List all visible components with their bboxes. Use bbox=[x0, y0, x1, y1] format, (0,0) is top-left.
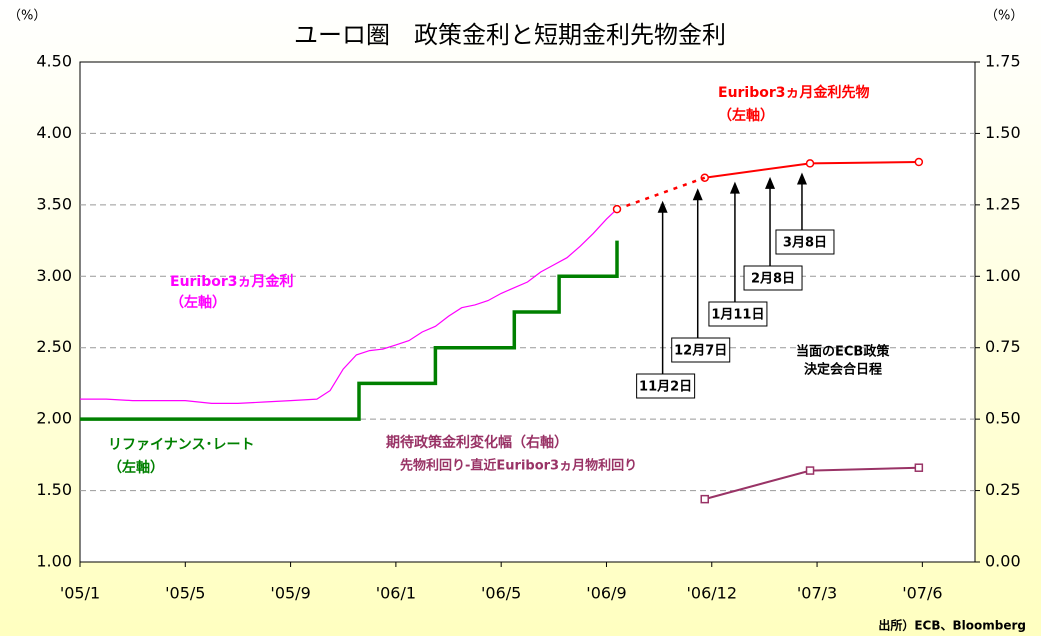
date-box bbox=[775, 229, 835, 255]
date-label: 11月2日 bbox=[639, 380, 692, 395]
date-label: 3月8日 bbox=[783, 236, 827, 251]
x-tick-label: '05/5 bbox=[165, 584, 205, 603]
x-tick-label: '07/3 bbox=[797, 584, 837, 603]
y-tick-label: 1.50 bbox=[36, 480, 72, 499]
y2-tick-label: 0.75 bbox=[985, 337, 1021, 356]
y-tick-label: 2.50 bbox=[36, 337, 72, 356]
series-line bbox=[80, 208, 618, 404]
date-box bbox=[636, 373, 696, 399]
series-note: 先物利回り-直近Euribor3ヵ月物利回り bbox=[400, 458, 637, 474]
y2-tick-label: 0.50 bbox=[985, 409, 1021, 428]
series-note: （左軸） bbox=[170, 294, 226, 311]
x-tick-label: '06/9 bbox=[586, 584, 626, 603]
x-tick-label: '05/1 bbox=[60, 584, 100, 603]
arrow-head bbox=[729, 181, 740, 194]
chart-title: ユーロ圏 政策金利と短期金利先物金利 bbox=[294, 21, 726, 49]
source: 出所）ECB、Bloomberg bbox=[878, 618, 1026, 633]
y-tick-label: 3.50 bbox=[36, 194, 72, 213]
y2-unit: （%） bbox=[985, 9, 1023, 24]
y-tick-label: 4.00 bbox=[36, 123, 72, 142]
date-box bbox=[708, 301, 768, 327]
series-label: Euribor3ヵ月金利先物 bbox=[718, 84, 870, 101]
y-tick-label: 4.50 bbox=[36, 52, 72, 71]
arrow-head bbox=[765, 176, 776, 189]
x-tick-label: '06/12 bbox=[687, 584, 738, 603]
meetings-title: 当面のECB政策 bbox=[796, 344, 890, 360]
marker bbox=[914, 463, 924, 472]
date-label: 12月7日 bbox=[674, 344, 727, 359]
arrow-head bbox=[692, 188, 703, 201]
marker bbox=[914, 157, 924, 167]
marker bbox=[805, 466, 815, 475]
x-tick-label: '06/5 bbox=[481, 584, 521, 603]
x-tick-label: '05/9 bbox=[270, 584, 310, 603]
marker bbox=[612, 204, 622, 214]
marker bbox=[700, 494, 709, 504]
date-label: 1月11日 bbox=[711, 308, 764, 323]
series-label: 期待政策金利変化幅（右軸） bbox=[386, 434, 568, 451]
series-label: リファイナンス･レート bbox=[108, 437, 254, 453]
series-line bbox=[80, 240, 619, 421]
marker bbox=[805, 159, 815, 168]
y-tick-label: 1.00 bbox=[36, 552, 72, 571]
y2-tick-label: 1.25 bbox=[985, 194, 1021, 213]
x-tick-label: '07/6 bbox=[902, 584, 942, 603]
y-unit: （%） bbox=[8, 9, 46, 24]
date-box bbox=[671, 337, 731, 363]
y2-tick-label: 1.75 bbox=[985, 52, 1021, 71]
y-tick-label: 3.00 bbox=[36, 266, 72, 285]
meetings-title: 決定会合日程 bbox=[804, 362, 882, 378]
arrow-head bbox=[657, 200, 668, 213]
arrow-head bbox=[796, 172, 807, 185]
y2-tick-label: 1.50 bbox=[985, 123, 1021, 142]
x-tick-label: '06/1 bbox=[376, 584, 416, 603]
date-label: 2月8日 bbox=[751, 272, 795, 287]
series-label: Euribor3ヵ月金利 bbox=[170, 273, 294, 290]
date-box bbox=[743, 265, 803, 291]
series-note: （左軸） bbox=[108, 459, 164, 476]
y2-tick-label: 0.25 bbox=[985, 480, 1021, 499]
y-tick-label: 2.00 bbox=[36, 409, 72, 428]
series-note: （左軸） bbox=[718, 107, 774, 124]
y2-tick-label: 0.00 bbox=[985, 552, 1021, 571]
y2-tick-label: 1.00 bbox=[985, 266, 1021, 285]
